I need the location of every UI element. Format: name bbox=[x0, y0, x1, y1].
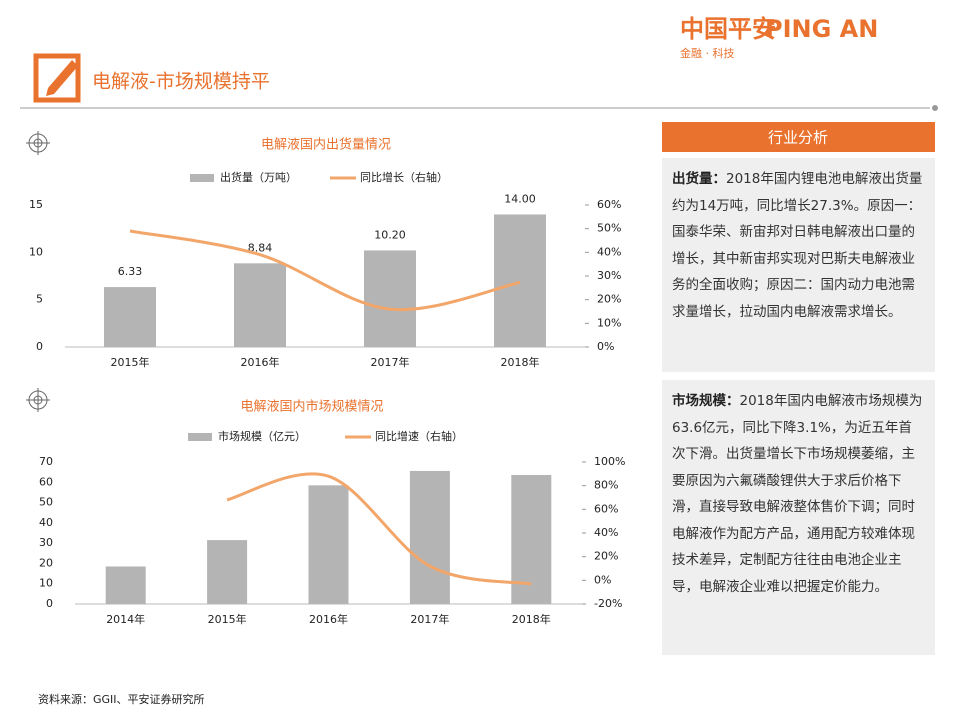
bar bbox=[364, 250, 416, 347]
panel-text: 2018年国内电解液市场规模为63.6亿元，同比下降3.1%，为近五年首次下滑。… bbox=[672, 393, 923, 595]
chart-title: 电解液国内出货量情况 bbox=[261, 137, 391, 153]
bar bbox=[104, 287, 156, 347]
y2-tick-label: 20% bbox=[594, 550, 618, 563]
y-tick-label: 0 bbox=[36, 340, 43, 353]
y-tick-label: 30 bbox=[39, 536, 53, 549]
source-note: 资料来源：GGII、平安证券研究所 bbox=[38, 692, 205, 706]
y2-tick-label: 60% bbox=[594, 502, 618, 515]
x-tick-label: 2018年 bbox=[512, 612, 551, 626]
target-icon bbox=[26, 131, 50, 412]
y-tick-label: 60 bbox=[39, 475, 53, 488]
bar bbox=[105, 566, 146, 604]
data-label: 8.84 bbox=[248, 241, 273, 254]
analysis-header bbox=[662, 122, 935, 152]
analysis-panel: 出货量：2018年国内锂电池电解液出货量约为14万吨，同比增长27.3%。原因一… bbox=[662, 158, 935, 372]
y-tick-label: 5 bbox=[36, 293, 43, 306]
analysis-panel: 市场规模：2018年国内电解液市场规模为63.6亿元，同比下降3.1%，为近五年… bbox=[662, 380, 935, 655]
x-tick-label: 2017年 bbox=[410, 612, 449, 626]
chart-title: 电解液国内市场规模情况 bbox=[240, 399, 383, 415]
line-series bbox=[129, 229, 521, 312]
x-tick-label: 2018年 bbox=[501, 355, 540, 369]
y-tick-label: 70 bbox=[39, 455, 53, 468]
y2-tick-label: 0% bbox=[597, 340, 614, 353]
line-series bbox=[226, 472, 532, 586]
y-tick-label: 40 bbox=[39, 516, 53, 529]
y2-tick-label: 40% bbox=[594, 526, 618, 539]
bar bbox=[494, 214, 546, 347]
y2-tick-label: 80% bbox=[594, 479, 618, 492]
x-tick-label: 2015年 bbox=[111, 355, 150, 369]
y2-tick-label: 30% bbox=[597, 269, 621, 282]
slide-title: 电解液-市场规模持平 bbox=[92, 71, 270, 93]
panel-lead: 市场规模： bbox=[672, 393, 740, 409]
y-tick-label: 20 bbox=[39, 556, 53, 569]
rule-dot bbox=[932, 105, 938, 111]
x-tick-label: 2016年 bbox=[241, 355, 280, 369]
y2-tick-label: 20% bbox=[597, 293, 621, 306]
legend-label: 同比增长（右轴） bbox=[360, 170, 448, 184]
x-tick-label: 2017年 bbox=[371, 355, 410, 369]
y2-tick-label: 100% bbox=[594, 455, 625, 468]
x-tick-label: 2014年 bbox=[106, 612, 145, 626]
bar bbox=[234, 263, 286, 347]
panel-lead: 出货量： bbox=[672, 171, 726, 187]
bar bbox=[207, 540, 248, 604]
x-tick-label: 2016年 bbox=[309, 612, 348, 626]
logo-en: PING AN bbox=[765, 15, 878, 43]
y-tick-label: 15 bbox=[29, 198, 43, 211]
pencil-icon bbox=[46, 60, 78, 96]
legend-swatch bbox=[190, 174, 214, 182]
legend-label: 市场规模（亿元） bbox=[218, 429, 306, 443]
y-tick-label: 0 bbox=[46, 597, 53, 610]
y2-tick-label: 10% bbox=[597, 316, 621, 329]
y2-tick-label: -20% bbox=[594, 597, 622, 610]
data-label: 6.33 bbox=[118, 265, 143, 278]
y2-tick-label: 0% bbox=[594, 573, 611, 586]
data-label: 10.20 bbox=[374, 228, 406, 241]
x-tick-label: 2015年 bbox=[208, 612, 247, 626]
legend-label: 同比增速（右轴） bbox=[375, 429, 463, 443]
y-tick-label: 10 bbox=[29, 245, 43, 258]
legend-label: 出货量（万吨） bbox=[220, 170, 297, 184]
bar bbox=[409, 470, 450, 604]
logo-cn: 中国平安 bbox=[680, 15, 776, 43]
y2-tick-label: 50% bbox=[597, 222, 621, 235]
data-label: 14.00 bbox=[504, 192, 536, 205]
analysis-heading: 行业分析 bbox=[768, 129, 828, 147]
y-tick-label: 50 bbox=[39, 496, 53, 509]
y2-tick-label: 40% bbox=[597, 245, 621, 258]
title-icon bbox=[33, 53, 81, 103]
logo-sub: 金融 · 科技 bbox=[680, 46, 735, 60]
y-tick-label: 10 bbox=[39, 577, 53, 590]
bar bbox=[511, 474, 552, 604]
y2-tick-label: 60% bbox=[597, 198, 621, 211]
legend-swatch bbox=[188, 433, 212, 441]
bar bbox=[308, 485, 349, 604]
panel-text: 2018年国内锂电池电解液出货量约为14万吨，同比增长27.3%。原因一：国泰华… bbox=[672, 171, 923, 320]
